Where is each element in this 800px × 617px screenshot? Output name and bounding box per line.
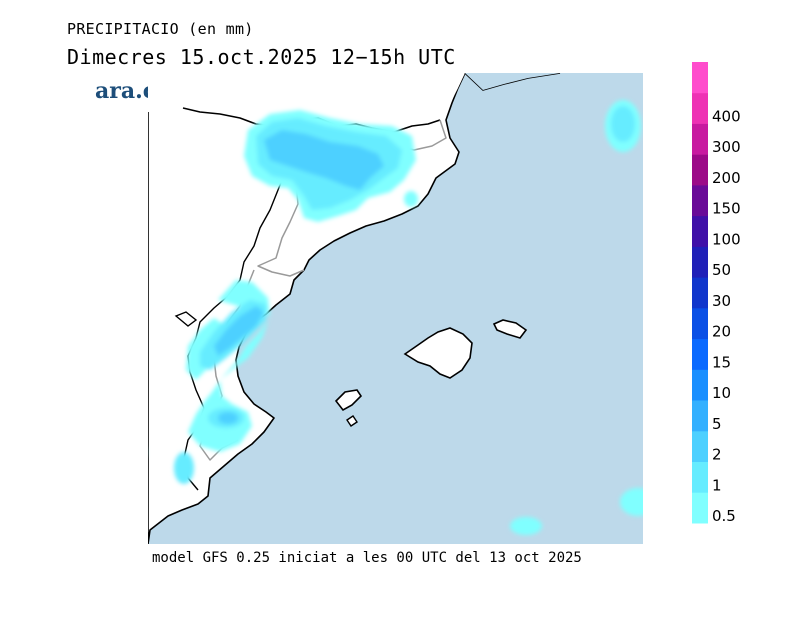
legend-label: 50 xyxy=(712,261,731,279)
legend-label: 1 xyxy=(712,476,722,494)
legend-swatch xyxy=(692,246,708,278)
legend-label: 30 xyxy=(712,292,731,310)
legend-label: 15 xyxy=(712,353,731,371)
legend-swatch xyxy=(692,369,708,401)
legend-label: 400 xyxy=(712,108,741,126)
legend-label: 10 xyxy=(712,384,731,402)
precip-field xyxy=(174,100,643,535)
model-info: model GFS 0.25 iniciat a les 00 UTC del … xyxy=(152,550,582,566)
legend-swatch xyxy=(692,338,708,370)
legend-swatch xyxy=(692,154,708,186)
legend-label: 200 xyxy=(712,169,741,187)
legend-label: 300 xyxy=(712,138,741,156)
variable-title: PRECIPITACIO (en mm) xyxy=(67,20,254,38)
forecast-date: Dimecres 15.oct.2025 12−15h UTC xyxy=(67,45,456,69)
legend-swatch xyxy=(692,215,708,247)
mallorca xyxy=(403,327,473,379)
legend-label: 150 xyxy=(712,200,741,218)
legend-swatch xyxy=(692,184,708,217)
legend-label: 20 xyxy=(712,323,731,341)
legend-label: 100 xyxy=(712,230,741,248)
legend-swatch xyxy=(692,62,708,94)
legend-swatch xyxy=(692,92,708,124)
formentera xyxy=(346,415,358,427)
legend-label: 0.5 xyxy=(712,507,736,525)
legend-swatch xyxy=(692,277,708,309)
menorca xyxy=(492,319,528,339)
legend-swatch xyxy=(692,400,708,432)
legend-swatch xyxy=(692,307,708,340)
legend-swatch xyxy=(692,430,708,462)
legend-swatch xyxy=(692,492,708,524)
legend-swatch xyxy=(692,461,708,493)
legend-label: 5 xyxy=(712,415,722,433)
legend-swatch xyxy=(692,123,708,155)
eivissa xyxy=(334,389,363,412)
legend-label: 2 xyxy=(712,446,722,464)
